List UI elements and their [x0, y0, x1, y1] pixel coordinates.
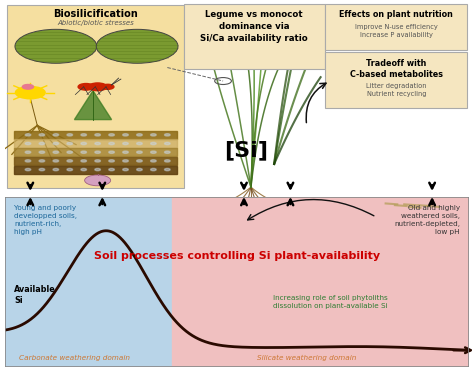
Circle shape — [81, 134, 86, 136]
Circle shape — [164, 160, 170, 162]
Circle shape — [81, 168, 86, 171]
Circle shape — [85, 175, 110, 186]
Circle shape — [53, 168, 59, 171]
Circle shape — [53, 134, 59, 136]
Bar — [5, 197, 172, 367]
Text: Biosilicification: Biosilicification — [53, 9, 137, 19]
Circle shape — [95, 160, 100, 162]
Text: Young and poorly
developped soils,
nutrient-rich,
high pH: Young and poorly developped soils, nutri… — [14, 205, 77, 235]
Circle shape — [25, 168, 31, 171]
Text: Effects on plant nutrition: Effects on plant nutrition — [339, 10, 453, 19]
Circle shape — [25, 134, 31, 136]
Polygon shape — [74, 91, 111, 119]
Circle shape — [164, 142, 170, 145]
Circle shape — [25, 151, 31, 153]
Circle shape — [137, 160, 142, 162]
Circle shape — [123, 160, 128, 162]
Circle shape — [81, 160, 86, 162]
Circle shape — [22, 85, 34, 89]
Circle shape — [109, 142, 114, 145]
Circle shape — [137, 151, 142, 153]
Circle shape — [109, 134, 114, 136]
Circle shape — [95, 134, 100, 136]
Circle shape — [15, 29, 97, 63]
Circle shape — [39, 142, 45, 145]
Circle shape — [109, 168, 114, 171]
FancyBboxPatch shape — [325, 52, 467, 108]
Text: Available
Si: Available Si — [14, 285, 56, 305]
FancyBboxPatch shape — [7, 5, 183, 188]
Circle shape — [137, 168, 142, 171]
Circle shape — [25, 142, 31, 145]
Circle shape — [53, 142, 59, 145]
Circle shape — [151, 142, 156, 145]
Circle shape — [164, 168, 170, 171]
FancyBboxPatch shape — [183, 4, 325, 69]
Circle shape — [81, 151, 86, 153]
Circle shape — [25, 160, 31, 162]
Circle shape — [102, 84, 114, 89]
Circle shape — [109, 151, 114, 153]
Circle shape — [53, 160, 59, 162]
Circle shape — [164, 134, 170, 136]
Circle shape — [81, 142, 86, 145]
Text: Carbonate weathering domain: Carbonate weathering domain — [19, 355, 130, 361]
Circle shape — [95, 168, 100, 171]
Text: Abiotic/biotic stresses: Abiotic/biotic stresses — [57, 20, 134, 26]
Circle shape — [95, 142, 100, 145]
Circle shape — [164, 151, 170, 153]
Text: Legume vs monocot
dominance via
Si/Ca availability ratio: Legume vs monocot dominance via Si/Ca av… — [201, 10, 308, 43]
Circle shape — [151, 134, 156, 136]
Circle shape — [96, 29, 178, 63]
Circle shape — [151, 168, 156, 171]
Bar — [172, 197, 469, 367]
Circle shape — [123, 168, 128, 171]
Bar — [14, 148, 177, 156]
Text: [Si]: [Si] — [224, 141, 268, 161]
Circle shape — [88, 83, 107, 91]
Circle shape — [16, 86, 45, 99]
Circle shape — [39, 160, 45, 162]
Circle shape — [151, 160, 156, 162]
Circle shape — [123, 134, 128, 136]
Circle shape — [78, 83, 94, 90]
Circle shape — [123, 142, 128, 145]
Text: Litter degradation
Nutrient recycling: Litter degradation Nutrient recycling — [366, 83, 427, 97]
Circle shape — [123, 151, 128, 153]
Text: Old and highly
weathered soils,
nutrient-depleted,
low pH: Old and highly weathered soils, nutrient… — [394, 205, 460, 235]
Circle shape — [109, 160, 114, 162]
Bar — [14, 157, 177, 165]
Text: Tradeoff with
C-based metabolites: Tradeoff with C-based metabolites — [350, 59, 443, 79]
Circle shape — [137, 142, 142, 145]
Text: Silicate weathering domain: Silicate weathering domain — [257, 355, 356, 361]
Circle shape — [151, 151, 156, 153]
Circle shape — [67, 151, 73, 153]
Bar — [14, 139, 177, 148]
Circle shape — [67, 134, 73, 136]
Text: Improve N-use efficiency
Increase P availability: Improve N-use efficiency Increase P avai… — [355, 24, 438, 38]
Circle shape — [39, 134, 45, 136]
FancyBboxPatch shape — [325, 4, 467, 50]
Bar — [14, 165, 177, 174]
Text: Soil processes controlling Si plant-availability: Soil processes controlling Si plant-avai… — [94, 252, 380, 261]
Circle shape — [67, 160, 73, 162]
Circle shape — [53, 151, 59, 153]
Circle shape — [39, 168, 45, 171]
Circle shape — [137, 134, 142, 136]
Text: Increasing role of soil phytoliths
dissolution on plant-available Si: Increasing role of soil phytoliths disso… — [273, 295, 387, 309]
Circle shape — [67, 142, 73, 145]
Circle shape — [95, 151, 100, 153]
Bar — [14, 131, 177, 139]
Circle shape — [67, 168, 73, 171]
Circle shape — [39, 151, 45, 153]
